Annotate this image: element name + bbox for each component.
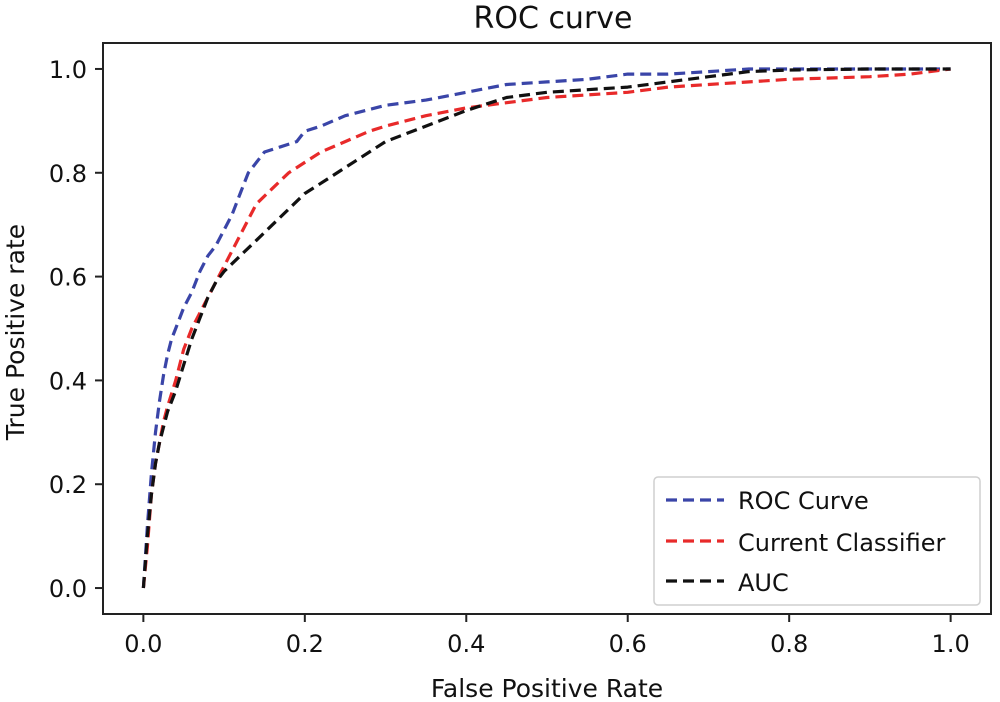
series-layer xyxy=(141,67,951,589)
y-tick-label: 0.4 xyxy=(49,367,87,395)
x-axis-label: False Positive Rate xyxy=(431,674,663,702)
legend-label-auc: AUC xyxy=(738,569,789,597)
y-tick-label: 0.6 xyxy=(49,264,87,292)
legend-label-current-classifier: Current Classifier xyxy=(738,529,945,557)
x-tick-label: 0.4 xyxy=(447,630,485,658)
y-tick-label: 0.8 xyxy=(49,160,87,188)
legend-frame xyxy=(653,476,981,606)
x-tick-label: 0.0 xyxy=(124,630,162,658)
series-line-auc xyxy=(141,67,951,589)
y-tick-label: 1.0 xyxy=(49,56,87,84)
legend-label-roc-curve: ROC Curve xyxy=(738,487,869,515)
legend: ROC Curve Current Classifier AUC xyxy=(653,476,981,606)
x-tick-label: 0.8 xyxy=(770,630,808,658)
x-tick-label: 0.2 xyxy=(286,630,324,658)
y-axis: 0.0 0.2 0.4 0.6 0.8 1.0 xyxy=(49,56,103,603)
x-tick-label: 1.0 xyxy=(932,630,970,658)
chart-title: ROC curve xyxy=(474,1,633,36)
x-tick-label: 0.6 xyxy=(609,630,647,658)
y-tick-label: 0.0 xyxy=(49,575,87,603)
plot-frame xyxy=(102,42,992,615)
y-axis-label: True Positive rate xyxy=(1,224,30,441)
y-tick-label: 0.2 xyxy=(49,471,87,499)
x-axis: 0.0 0.2 0.4 0.6 0.8 1.0 xyxy=(124,614,970,658)
